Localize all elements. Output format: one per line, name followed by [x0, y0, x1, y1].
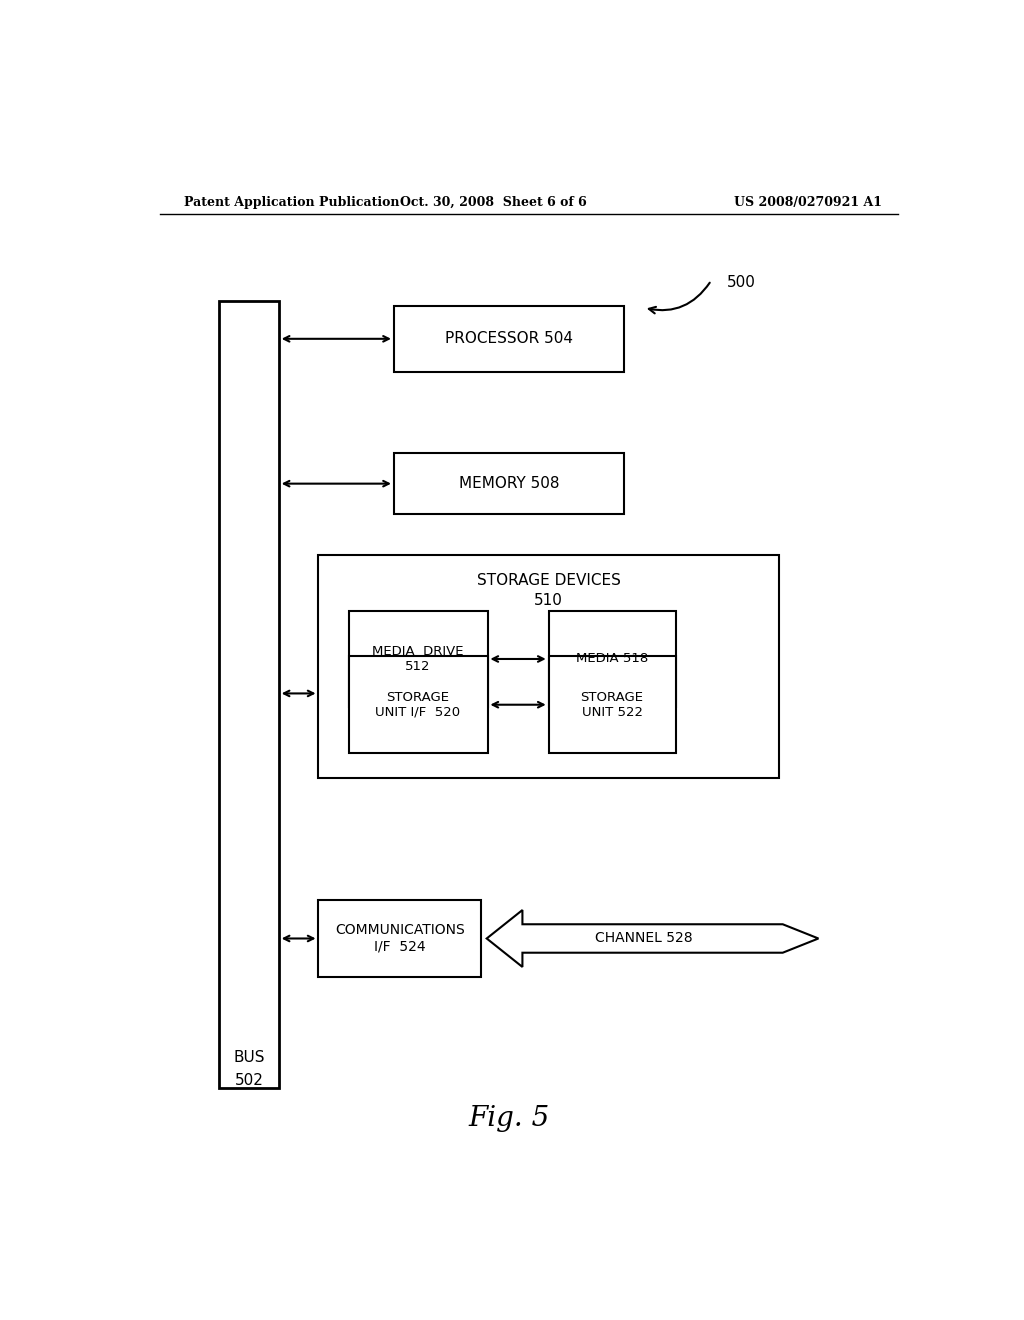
Text: 500: 500 [727, 275, 756, 290]
Text: MEDIA 518: MEDIA 518 [575, 652, 648, 665]
Bar [348, 656, 487, 752]
Text: CHANNEL 528: CHANNEL 528 [595, 932, 692, 945]
Bar [394, 453, 624, 515]
Text: MEMORY 508: MEMORY 508 [459, 477, 559, 491]
Text: PROCESSOR 504: PROCESSOR 504 [444, 331, 573, 346]
Text: MEDIA  DRIVE
512: MEDIA DRIVE 512 [373, 645, 464, 673]
Text: Fig. 5: Fig. 5 [468, 1105, 550, 1133]
Bar [318, 554, 778, 779]
Bar [549, 611, 676, 708]
Text: US 2008/0270921 A1: US 2008/0270921 A1 [734, 195, 882, 209]
Bar [394, 306, 624, 372]
Text: STORAGE DEVICES: STORAGE DEVICES [476, 573, 621, 587]
Polygon shape [486, 909, 818, 968]
Text: STORAGE
UNIT 522: STORAGE UNIT 522 [581, 690, 644, 718]
Text: Oct. 30, 2008  Sheet 6 of 6: Oct. 30, 2008 Sheet 6 of 6 [399, 195, 587, 209]
Text: 502: 502 [234, 1073, 264, 1088]
Text: STORAGE
UNIT I/F  520: STORAGE UNIT I/F 520 [376, 690, 461, 718]
Text: 510: 510 [535, 593, 563, 609]
Text: Patent Application Publication: Patent Application Publication [183, 195, 399, 209]
Bar [219, 301, 279, 1089]
Text: BUS: BUS [233, 1051, 265, 1065]
Text: COMMUNICATIONS
I/F  524: COMMUNICATIONS I/F 524 [335, 924, 465, 953]
Bar [348, 611, 487, 708]
Bar [549, 656, 676, 752]
Bar [318, 900, 481, 977]
FancyArrowPatch shape [649, 282, 710, 313]
